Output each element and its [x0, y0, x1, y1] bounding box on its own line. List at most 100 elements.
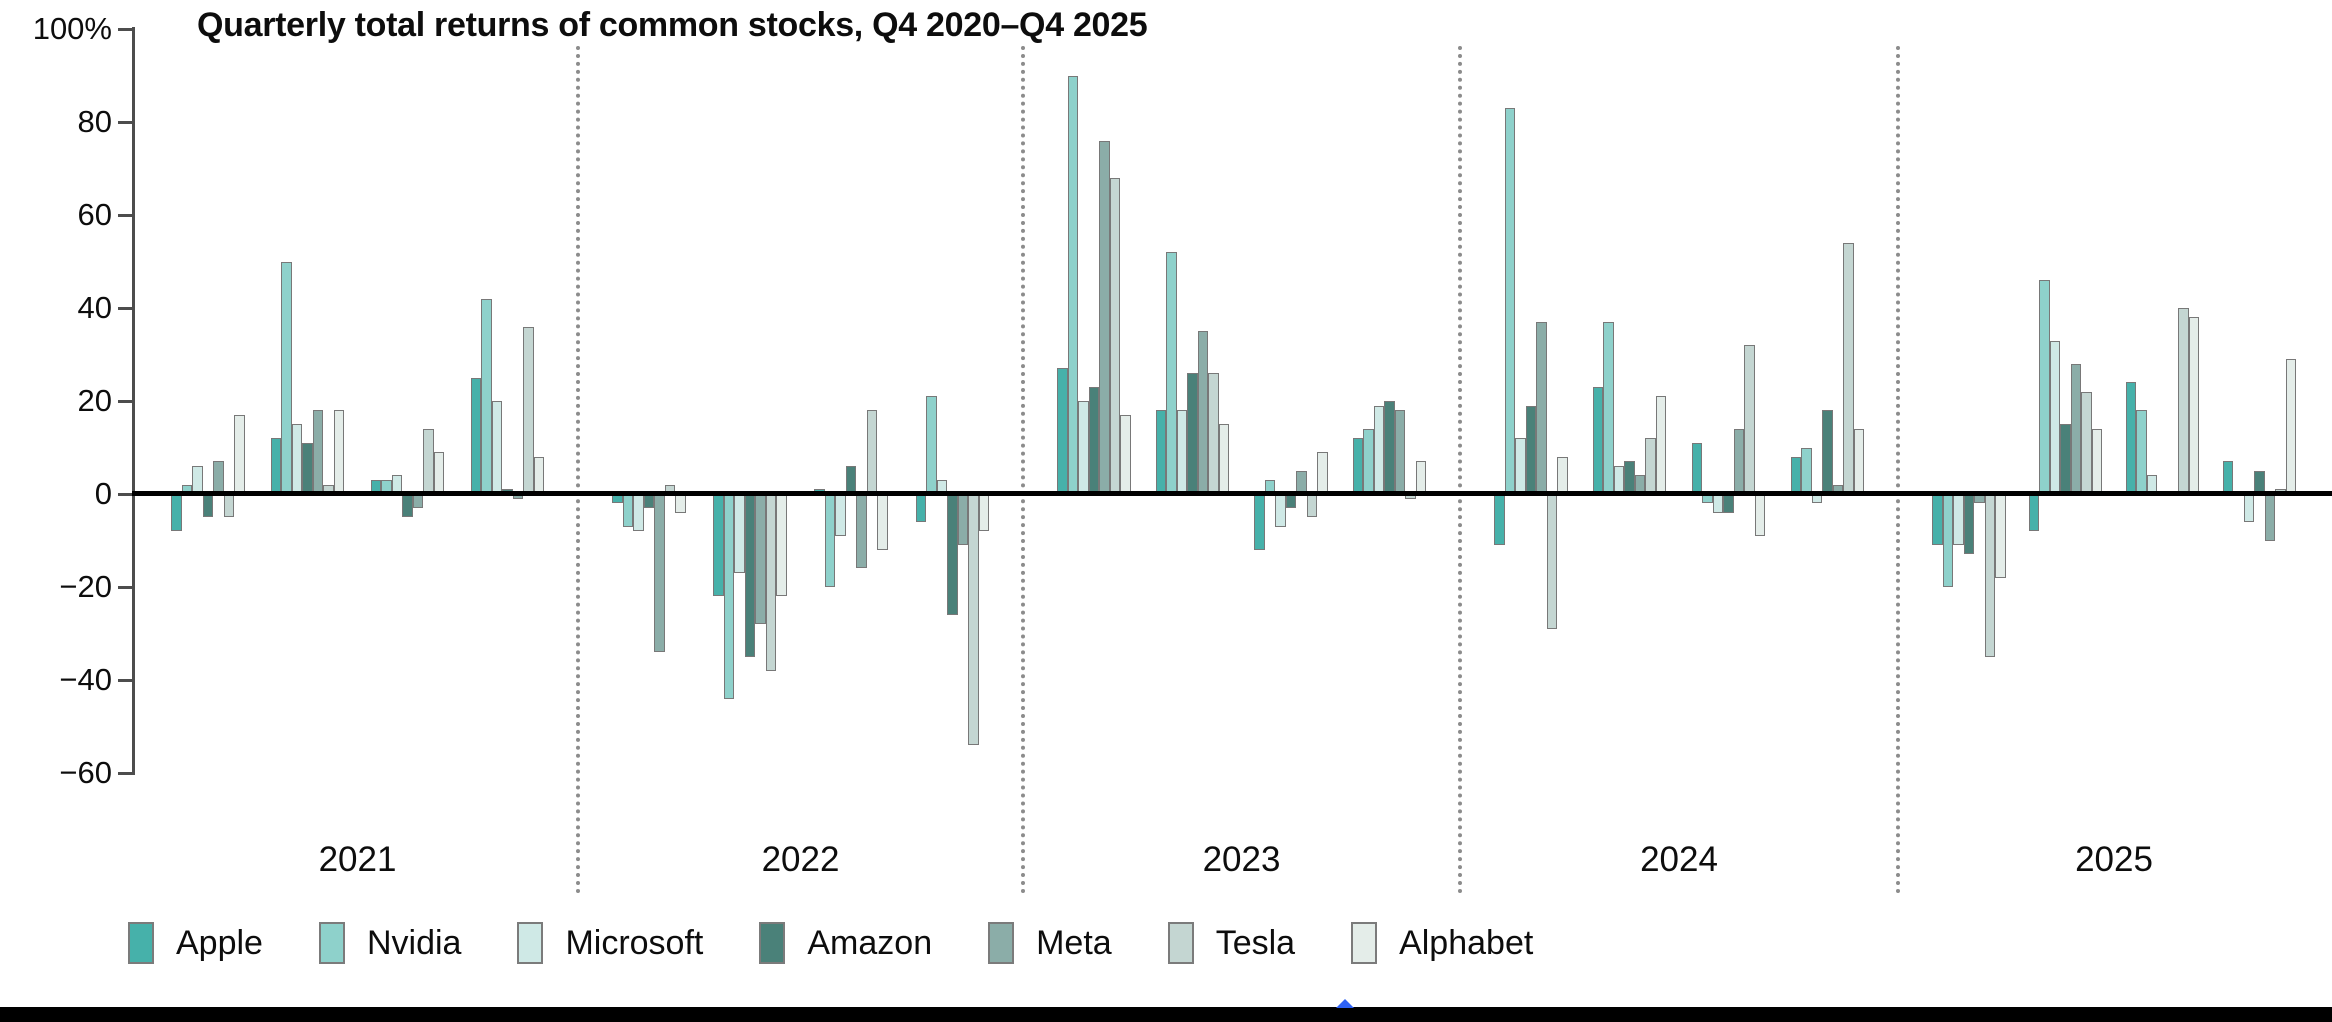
bar-nvidia-2022-q1 — [622, 494, 633, 527]
bar-apple-2025-q2 — [2028, 494, 2040, 532]
y-tick-label: 80 — [77, 104, 112, 139]
bar-apple-2023-q3 — [1254, 494, 1265, 550]
bar-tesla-2023-q1 — [1109, 177, 1120, 494]
legend-swatch-alphabet — [1351, 922, 1378, 964]
y-tick — [118, 213, 132, 217]
bar-meta-2023-q1 — [1099, 140, 1110, 494]
bar-alphabet-2025-q4 — [2285, 359, 2296, 494]
bar-amazon-2022-q1 — [643, 494, 654, 508]
bar-tesla-2024-q2 — [1645, 438, 1656, 494]
bar-meta-2021-q3 — [412, 494, 424, 508]
bar-amazon-2024-q3 — [1723, 494, 1734, 513]
bar-tesla-2025-q2 — [2081, 391, 2092, 494]
bar-tesla-2024-q4 — [1843, 242, 1854, 494]
year-separator — [1021, 46, 1025, 894]
bar-alphabet-2025-q2 — [2091, 428, 2103, 494]
legend-swatch-apple — [128, 922, 154, 964]
bar-alphabet-2025-q1 — [1995, 494, 2006, 578]
y-tick-label: 100% — [32, 11, 112, 46]
bar-alphabet-2023-q4 — [1415, 461, 1426, 494]
y-tick — [118, 585, 132, 589]
legend-label: Alphabet — [1399, 923, 1534, 962]
bar-nvidia-2023-q1 — [1067, 75, 1078, 494]
bar-nvidia-2022-q3 — [824, 494, 836, 587]
bar-tesla-2022-q2 — [765, 494, 777, 671]
y-tick-label: 40 — [77, 290, 112, 325]
y-tick — [118, 306, 132, 310]
bar-apple-2024-q2 — [1592, 387, 1604, 494]
y-tick-label: −40 — [59, 662, 112, 697]
bar-microsoft-2025-q2 — [2049, 340, 2061, 494]
bar-nvidia-2023-q2 — [1166, 252, 1177, 494]
y-tick — [118, 399, 132, 403]
bar-amazon-2021-q2 — [302, 442, 313, 494]
legend-item-amazon: Amazon — [759, 922, 932, 964]
page-bottom-bar — [0, 1007, 2332, 1022]
bar-microsoft-2025-q4 — [2243, 494, 2254, 522]
bar-meta-2025-q2 — [2070, 363, 2082, 494]
legend-item-microsoft: Microsoft — [517, 922, 703, 964]
bar-alphabet-2021-q1 — [234, 414, 245, 494]
bar-tesla-2024-q3 — [1744, 345, 1755, 494]
bar-apple-2024-q1 — [1494, 494, 1505, 546]
bar-apple-2025-q3 — [2125, 382, 2137, 494]
bar-alphabet-2023-q2 — [1218, 424, 1229, 494]
bar-nvidia-2021-q2 — [281, 261, 292, 494]
legend-swatch-nvidia — [318, 922, 345, 964]
bar-nvidia-2021-q4 — [481, 298, 492, 494]
y-tick — [118, 771, 132, 775]
bar-microsoft-2021-q4 — [491, 401, 502, 494]
bar-alphabet-2021-q4 — [533, 456, 544, 494]
bar-apple-2024-q3 — [1691, 442, 1703, 494]
legend-item-apple: Apple — [128, 922, 263, 964]
y-tick-label: 0 — [94, 476, 112, 511]
bar-meta-2024-q3 — [1733, 428, 1745, 494]
bar-tesla-2022-q3 — [866, 410, 878, 494]
bar-meta-2021-q1 — [213, 461, 224, 494]
year-separator — [1458, 46, 1462, 894]
year-label-2025: 2025 — [2075, 840, 2153, 879]
legend-label: Meta — [1036, 923, 1112, 962]
bar-alphabet-2021-q3 — [433, 452, 445, 494]
legend-swatch-tesla — [1167, 922, 1194, 964]
year-label-2023: 2023 — [1202, 840, 1281, 879]
bar-amazon-2023-q4 — [1384, 401, 1395, 494]
bar-tesla-2023-q3 — [1306, 494, 1317, 518]
year-label-2022: 2022 — [761, 840, 840, 879]
bar-apple-2023-q2 — [1155, 410, 1166, 494]
legend-item-tesla: Tesla — [1167, 922, 1295, 964]
bar-meta-2023-q4 — [1394, 410, 1405, 494]
bar-amazon-2023-q3 — [1285, 494, 1296, 508]
bar-microsoft-2024-q1 — [1515, 438, 1526, 494]
legend-label: Nvidia — [366, 923, 462, 962]
bar-tesla-2023-q2 — [1208, 373, 1219, 494]
bar-meta-2022-q1 — [654, 494, 665, 653]
bar-microsoft-2022-q1 — [633, 494, 644, 532]
bar-meta-2024-q1 — [1536, 321, 1547, 494]
bar-amazon-2023-q1 — [1088, 387, 1099, 494]
year-separator — [576, 46, 580, 894]
bar-tesla-2021-q4 — [523, 326, 534, 494]
year-separator — [1896, 46, 1900, 894]
bar-amazon-2022-q3 — [845, 466, 857, 494]
legend-swatch-meta — [988, 922, 1015, 964]
bar-amazon-2021-q1 — [202, 494, 213, 518]
bar-alphabet-2024-q2 — [1655, 396, 1667, 494]
legend-label: Microsoft — [565, 923, 704, 962]
legend-item-meta: Meta — [988, 922, 1112, 964]
bar-alphabet-2024-q3 — [1754, 494, 1766, 536]
bar-amazon-2023-q2 — [1187, 373, 1198, 494]
bar-tesla-2021-q3 — [423, 428, 434, 494]
bar-microsoft-2022-q3 — [835, 494, 846, 536]
y-tick-label: −20 — [59, 569, 112, 604]
bar-alphabet-2022-q1 — [675, 494, 686, 513]
year-label-2024: 2024 — [1640, 840, 1718, 879]
legend-item-nvidia: Nvidia — [318, 922, 462, 964]
bar-microsoft-2021-q1 — [192, 466, 203, 494]
chart-title: Quarterly total returns of common stocks… — [197, 6, 1148, 44]
legend-label: Apple — [176, 923, 263, 962]
y-tick — [118, 492, 132, 496]
bar-microsoft-2024-q3 — [1712, 494, 1724, 513]
bar-alphabet-2024-q1 — [1557, 456, 1568, 494]
zero-baseline — [132, 491, 2332, 496]
